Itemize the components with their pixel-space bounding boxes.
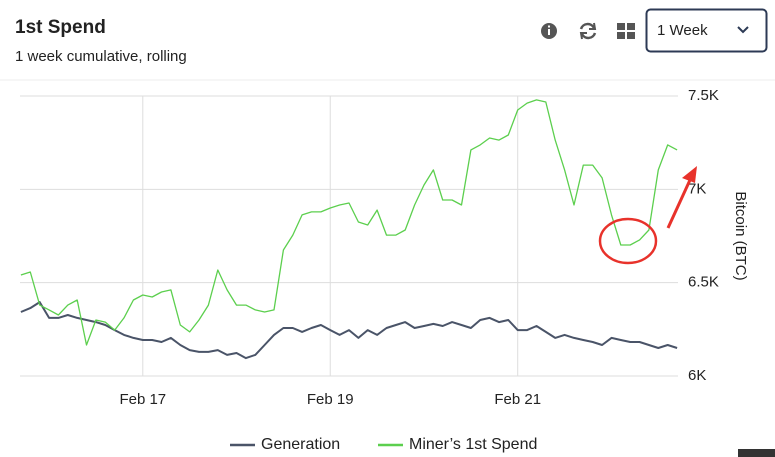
chart-title: 1st Spend [15, 17, 106, 38]
corner-control [738, 449, 775, 457]
y-tick-label: 6.5K [688, 274, 719, 291]
info-icon[interactable] [541, 23, 557, 39]
x-tick-label: Feb 19 [307, 391, 354, 408]
grid-view-icon[interactable] [617, 23, 635, 39]
annotation-arrow [666, 166, 697, 229]
legend-item[interactable]: Miner’s 1st Spend [378, 436, 537, 453]
y-axis-title: Bitcoin (BTC) [732, 191, 749, 280]
y-tick-label: 7K [688, 180, 706, 197]
data-line [20, 301, 678, 360]
y-tick-label: 7.5K [688, 87, 719, 104]
data-line [20, 99, 678, 346]
y-tick-label: 6K [688, 367, 706, 384]
x-tick-label: Feb 17 [119, 391, 166, 408]
period-dropdown[interactable]: 1 Week [645, 8, 768, 53]
legend-label: Miner’s 1st Spend [409, 436, 537, 453]
x-tick-label: Feb 21 [494, 391, 541, 408]
legend-item[interactable]: Generation [230, 436, 340, 453]
refresh-icon[interactable] [579, 22, 597, 40]
chart-subtitle: 1 week cumulative, rolling [15, 48, 187, 65]
period-value: 1 Week [657, 22, 708, 39]
legend-label: Generation [261, 436, 340, 453]
highlight-circle [598, 217, 658, 265]
